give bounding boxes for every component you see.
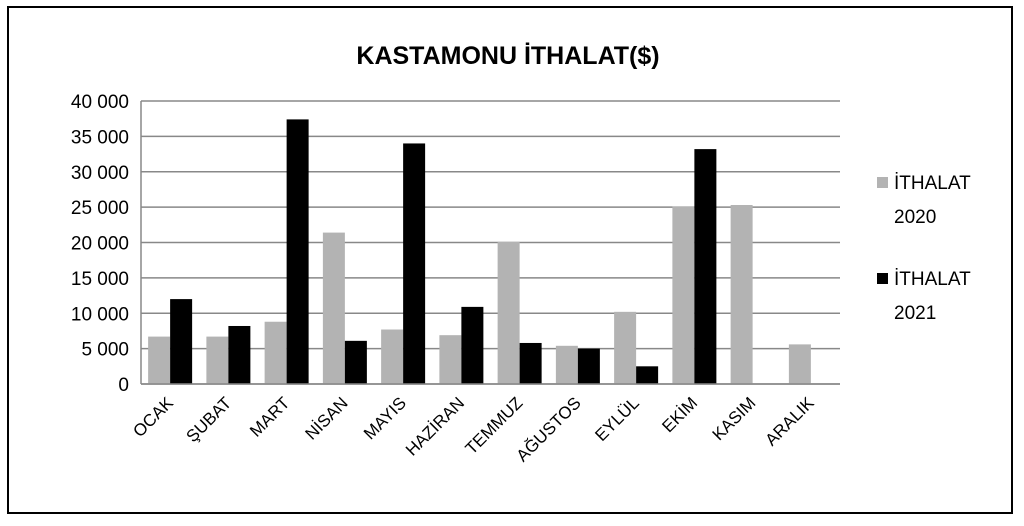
legend-label: İTHALAT [894,269,971,290]
x-tick-label: MAYIS [360,393,410,443]
bar-2021-ocak [170,299,193,384]
y-tick-label: 15 000 [71,269,129,290]
bars [148,119,811,385]
legend-swatch [877,177,888,188]
chart-title: KASTAMONU İTHALAT($) [356,42,659,70]
bar-2021-temmuz [519,342,542,384]
bar-2021-ağustos [577,348,600,384]
bar-2021-mart [286,119,309,385]
y-tick-label: 30 000 [71,163,129,184]
bar-2021-mayis [403,143,426,384]
bar-2020-aralik [788,344,811,384]
bar-2021-hazi̇ran [461,306,484,384]
y-tick-label: 20 000 [71,234,129,255]
x-axis-ticks: OCAK ŞUBAT MART NİSAN MAYISHAZİRANTEMMUZAĞUS… [129,393,818,465]
bar-2021-eylül [636,366,659,384]
bar-2021-ni̇san [344,340,367,384]
y-tick-label: 35 000 [71,127,129,148]
bar-2020-ağustos [555,345,578,384]
x-tick-label: MART [246,393,293,440]
x-tick-label: ŞUBAT [183,393,236,446]
legend-label: İTHALAT [894,173,971,194]
y-axis-ticks: 0 5 000 10 000 15 000 20 000 25 000 30 000 35 0… [71,92,129,396]
bar-2021-şubat [228,325,251,384]
y-tick-label: 5 000 [81,340,129,361]
y-tick-label: 25 000 [71,198,129,219]
x-tick-label: KASIM [709,393,760,444]
bar-2020-mayis [381,329,404,384]
bar-2021-eki̇m [694,149,717,384]
legend: İTHALAT 2020 İTHALAT 2021 [877,173,971,324]
legend-swatch [877,273,888,284]
x-tick-label: OCAK [129,393,177,441]
x-tick-label: NİSAN [302,393,352,443]
bar-2020-kasim [730,205,753,384]
y-tick-label: 0 [118,375,129,396]
x-tick-label: ARALIK [761,393,818,450]
x-tick-label: EKİM [658,393,701,436]
bar-2020-ni̇san [322,232,345,384]
bar-2020-eki̇m [672,206,695,384]
x-tick-label: HAZİRAN [402,393,468,459]
x-tick-label: EYLÜL [591,393,643,445]
bar-2020-ocak [148,336,171,384]
bar-2020-hazi̇ran [439,335,462,384]
legend-label: 2021 [894,303,936,324]
axes [140,101,840,385]
y-tick-label: 40 000 [71,92,129,113]
bar-2020-eylül [614,311,637,384]
legend-label: 2020 [894,207,936,228]
bar-2020-mart [264,321,287,384]
bar-2020-temmuz [497,241,520,384]
y-tick-label: 10 000 [71,304,129,325]
bar-2020-şubat [206,336,229,384]
